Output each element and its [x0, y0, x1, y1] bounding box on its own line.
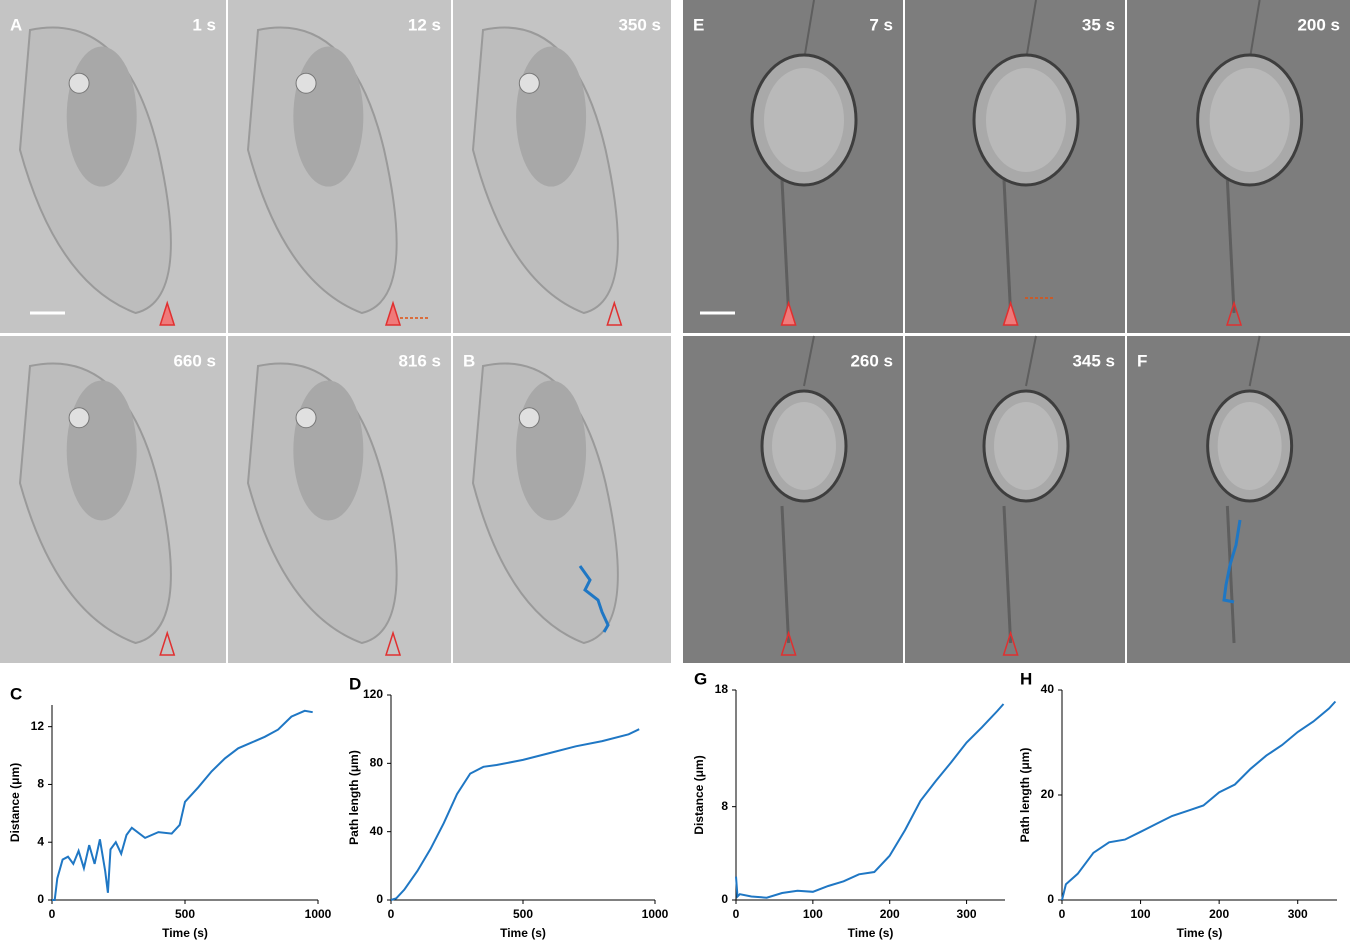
- time-label: 35 s: [1082, 15, 1115, 34]
- nucleus-region: [293, 47, 363, 187]
- y-axis-label: Distance (μm): [692, 755, 706, 834]
- cell-texture: [986, 68, 1066, 172]
- y-tick-label: 18: [715, 682, 729, 696]
- x-axis-label: Time (s): [1177, 926, 1223, 940]
- panel-letter: B: [463, 351, 475, 370]
- x-tick-label: 100: [803, 907, 823, 921]
- nucleus-region: [293, 380, 363, 520]
- vesicle: [519, 73, 539, 93]
- vesicle: [69, 73, 89, 93]
- x-tick-label: 500: [513, 907, 533, 921]
- x-tick-label: 100: [1131, 907, 1151, 921]
- cell-texture: [772, 402, 836, 490]
- y-tick-label: 12: [31, 719, 45, 733]
- panel-letter: A: [10, 15, 22, 34]
- y-tick-label: 4: [37, 834, 44, 848]
- x-axis-label: Time (s): [848, 926, 894, 940]
- x-axis-label: Time (s): [162, 926, 208, 940]
- y-tick-label: 0: [37, 892, 44, 906]
- y-tick-label: 0: [1047, 892, 1054, 906]
- nucleus-region: [67, 380, 137, 520]
- time-label: 200 s: [1297, 15, 1340, 34]
- x-tick-label: 200: [1209, 907, 1229, 921]
- x-tick-label: 0: [1059, 907, 1066, 921]
- time-label: 260 s: [850, 351, 893, 370]
- x-tick-label: 0: [388, 907, 395, 921]
- time-label: 350 s: [618, 15, 661, 34]
- y-tick-label: 120: [363, 687, 383, 701]
- y-axis-label: Path length (μm): [1018, 748, 1032, 843]
- y-tick-label: 80: [370, 756, 384, 770]
- vesicle: [69, 408, 89, 428]
- panel-letter: E: [693, 15, 704, 34]
- cell-texture: [994, 402, 1058, 490]
- vesicle: [296, 408, 316, 428]
- cell-texture: [1218, 402, 1282, 490]
- vesicle: [519, 408, 539, 428]
- panel-letter: C: [10, 684, 22, 703]
- x-tick-label: 0: [733, 907, 740, 921]
- x-tick-label: 1000: [305, 907, 332, 921]
- x-axis-label: Time (s): [500, 926, 546, 940]
- y-tick-label: 40: [370, 824, 384, 838]
- time-label: 816 s: [398, 351, 441, 370]
- panel-letter: F: [1137, 351, 1147, 370]
- y-tick-label: 0: [721, 892, 728, 906]
- time-label: 660 s: [173, 351, 216, 370]
- time-label: 7 s: [869, 15, 893, 34]
- x-tick-label: 300: [1288, 907, 1308, 921]
- x-tick-label: 500: [175, 907, 195, 921]
- y-tick-label: 40: [1041, 682, 1055, 696]
- nucleus-region: [516, 380, 586, 520]
- x-tick-label: 300: [957, 907, 977, 921]
- x-tick-label: 0: [49, 907, 56, 921]
- nucleus-region: [516, 47, 586, 187]
- time-label: 1 s: [192, 15, 216, 34]
- y-axis-label: Path length (μm): [347, 750, 361, 845]
- figure: A 1 s 12 s 350 s 660 s 816 s B E 7 s 35 s 200 s 260…: [0, 0, 1353, 946]
- data-line: [391, 729, 639, 900]
- y-axis-label: Distance (μm): [8, 763, 22, 842]
- y-tick-label: 8: [37, 777, 44, 791]
- panel-letter: G: [694, 669, 707, 688]
- nucleus-region: [67, 47, 137, 187]
- x-tick-label: 1000: [642, 907, 669, 921]
- panel-letter: H: [1020, 669, 1032, 688]
- y-tick-label: 20: [1041, 787, 1055, 801]
- cell-texture: [1210, 68, 1290, 172]
- data-line: [1062, 702, 1335, 901]
- cell-texture: [764, 68, 844, 172]
- vesicle: [296, 73, 316, 93]
- panel-letter: D: [349, 674, 361, 693]
- page: {"image_panels": [ {"letter": "A", "time…: [0, 0, 1353, 946]
- y-tick-label: 8: [721, 799, 728, 813]
- time-label: 345 s: [1072, 351, 1115, 370]
- y-tick-label: 0: [376, 892, 383, 906]
- data-line: [52, 711, 313, 900]
- x-tick-label: 200: [880, 907, 900, 921]
- data-line: [736, 704, 1004, 898]
- time-label: 12 s: [408, 15, 441, 34]
